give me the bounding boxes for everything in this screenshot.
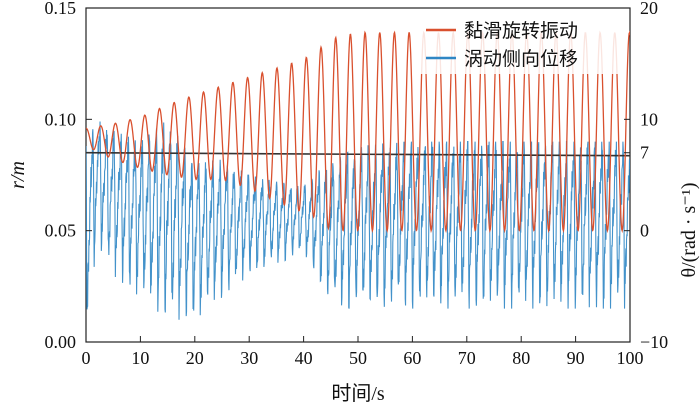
y-right-tick-label: 0 [640, 221, 649, 241]
x-tick-label: 60 [403, 348, 421, 368]
legend-label-whirl: 涡动侧向位移 [464, 48, 578, 70]
ticks-layer: 0 10 20 30 40 50 60 70 80 90 1000.000.050.100.15−1… [45, 0, 669, 368]
series-whirl-line [86, 121, 630, 320]
y-left-tick-label: 0.05 [45, 221, 77, 241]
y-left-tick-label: 0.10 [45, 109, 77, 129]
y-right-tick-label: 10 [640, 109, 658, 129]
x-tick-label: 50 [349, 348, 367, 368]
y-left-tick-label: 0.15 [45, 0, 77, 18]
x-tick-label: 10 [131, 348, 149, 368]
x-tick-label: 20 [186, 348, 204, 368]
y-right-axis-label: θ/(rad · s⁻¹) [678, 183, 700, 278]
legend-label-sticksllip: 黏滑旋转振动 [464, 20, 578, 42]
y-right-tick-label: 20 [640, 0, 658, 18]
x-tick-label: 70 [458, 348, 476, 368]
x-tick-label: 30 [240, 348, 258, 368]
x-tick-label: 80 [512, 348, 530, 368]
y-left-tick-label: 0.00 [45, 332, 77, 352]
x-tick-label: 90 [567, 348, 585, 368]
x-tick-label: 40 [295, 348, 313, 368]
y-right-tick-label: 7 [640, 143, 649, 163]
legend: 黏滑旋转振动 涡动侧向位移 [418, 12, 624, 74]
y-right-tick-label: −10 [640, 332, 668, 352]
reference-line [86, 151, 630, 157]
x-axis-label: 时间/s [331, 382, 385, 405]
x-tick-label: 100 [617, 348, 644, 368]
y-left-axis-label: r/m [7, 161, 29, 189]
x-tick-label: 0 [82, 348, 91, 368]
legend-box [418, 12, 624, 74]
